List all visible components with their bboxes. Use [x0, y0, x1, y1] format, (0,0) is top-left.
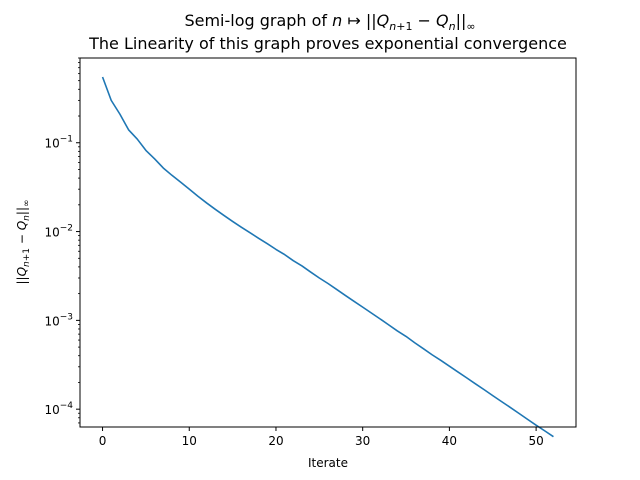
chart-title-prefix: Semi-log graph of [184, 11, 332, 30]
x-tick-label: 20 [268, 434, 283, 448]
x-tick-label: 40 [442, 434, 457, 448]
chart-title-math: n [332, 11, 342, 30]
x-tick-label: 30 [355, 434, 370, 448]
x-tick-label: 0 [99, 434, 107, 448]
x-tick-label: 50 [528, 434, 543, 448]
axes-frame [79, 57, 577, 428]
x-axis-label: Iterate [308, 456, 348, 470]
y-axis-label: ||Qn+1 − Qn||∞ [15, 200, 32, 285]
y-tick-label: 10−1 [44, 135, 73, 151]
y-tick-label: 10−3 [44, 312, 73, 328]
chart-title: Semi-log graph of n ↦ ||Qn+1 − Qn||∞ [184, 11, 475, 33]
y-tick-label: 10−4 [44, 401, 73, 417]
series-line [101, 76, 554, 438]
chart-subtitle: The Linearity of this graph proves expon… [88, 34, 567, 53]
y-tick-label: 10−2 [44, 224, 73, 240]
svg-text:||Qn+1 − Qn||∞: ||Qn+1 − Qn||∞ [15, 200, 32, 285]
x-tick-label: 10 [182, 434, 197, 448]
plot-area: 0 10 20 30 40 50 10−4 10−3 10−2 10−1 [44, 57, 554, 448]
